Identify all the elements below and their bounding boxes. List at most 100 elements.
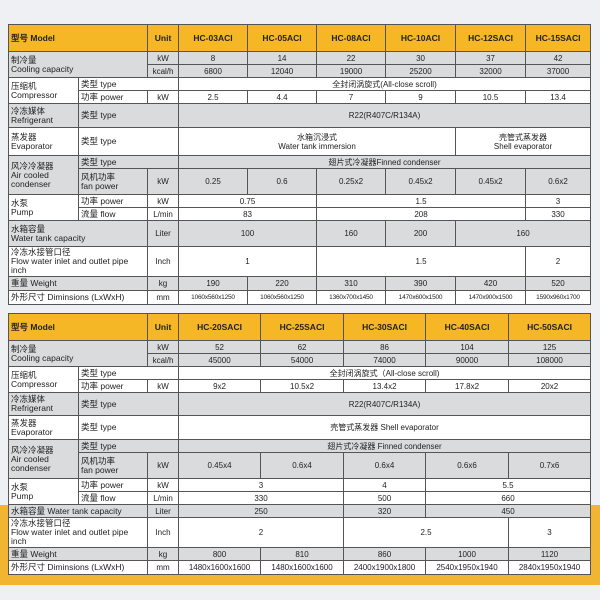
table-cell: 0.75 [178, 194, 318, 208]
table-cell: 1060x560x1250 [247, 290, 318, 305]
row-label: 类型 type [77, 103, 180, 128]
table-cell: 20x2 [508, 379, 592, 393]
table-cell: 2540x1950x1940 [425, 560, 510, 575]
row-label: 流量 flow [77, 491, 149, 505]
row-label: 风冷冷凝器 Air cooled condenser [8, 155, 79, 195]
table-cell: Liter [147, 220, 180, 247]
spec-table-1: 型号 Model Unit HC-03ACI HC-05ACI HC-08ACI HC-1… [7, 24, 592, 305]
table-cell: kg [147, 547, 180, 561]
table-cell: kcal/h [147, 353, 180, 367]
table-cell: kW [147, 452, 180, 479]
table-row: 功率 power kW 9x2 10.5x2 13.4x2 17.8x2 20x2 [9, 379, 592, 393]
table-cell: 水箱沉浸式 Water tank immersion [178, 127, 457, 156]
column-header: HC-25SACI [260, 313, 345, 341]
row-label: 外形尺寸 Diminsions (LxWxH) [7, 290, 149, 305]
table-cell: L/min [147, 491, 180, 505]
table-cell: mm [147, 560, 180, 575]
table-row: 冷冻水接管口径 Flow water inlet and outlet pipe… [7, 246, 592, 277]
row-label: 外形尺寸 Diminsions (LxWxH) [7, 560, 149, 575]
table-cell: 1470x900x1500 [455, 290, 527, 305]
table-cell: 37 [455, 51, 527, 65]
table-cell: 壳管式蒸发器 Shell evaporator [455, 127, 592, 156]
table-row: 蒸发器 Evaporator 类型 type 壳管式蒸发器 Shell evapor… [8, 415, 592, 440]
table-cell: 4.4 [247, 90, 318, 104]
row-label: 类型 type [77, 392, 180, 416]
table-cell: 160 [316, 220, 387, 247]
table-cell: Inch [147, 517, 180, 548]
table-row: 压缩机 Compressor 类型 type 全封闭涡旋式（All-close sc… [8, 366, 592, 393]
row-label: 蒸发器 Evaporator [8, 415, 79, 440]
table-row: 风机功率 fan power kW 0.25 0.6 0.25x2 0.45x2 0.45x… [9, 168, 592, 195]
row-label: 压缩机 Compressor [8, 77, 79, 104]
table-cell: 1360x700x1450 [316, 290, 387, 305]
table-cell: 660 [425, 491, 592, 505]
table-cell: 500 [343, 491, 427, 505]
row-label: 类型 type [77, 77, 180, 91]
table-cell: 2 [178, 517, 345, 548]
table-cell: 450 [425, 504, 592, 518]
column-header: HC-05ACI [247, 24, 318, 52]
row-label: 制冷量 Cooling capacity [7, 340, 149, 367]
table-cell: 390 [385, 276, 457, 291]
table-cell: 420 [455, 276, 527, 291]
table-cell: 9 [385, 90, 457, 104]
table-cell: 250 [178, 504, 345, 518]
table-cell: kcal/h [147, 64, 180, 78]
row-label: 冷冻水接管口径 Flow water inlet and outlet pipe… [7, 517, 149, 548]
table-cell: 42 [525, 51, 592, 65]
table-cell: 1590x960x1700 [525, 290, 592, 305]
column-header: HC-15SACI [525, 24, 592, 52]
table-cell: 0.6x6 [425, 452, 510, 479]
table-row: 冷冻媒体 Refrigerant 类型 type R22(R407C/R134A) [8, 392, 592, 416]
table-cell: kW [147, 194, 180, 208]
table-row: 水泵 Pump 功率 power kW 0.75 1.5 3 [8, 194, 592, 221]
table-cell: 8 [178, 51, 249, 65]
table-cell: 0.6 [247, 168, 318, 195]
spec-table-2: 型号 Model Unit HC-20SACI HC-25SACI HC-30SACI H… [7, 313, 592, 575]
table-cell: 0.6x4 [260, 452, 345, 479]
column-header: HC-50SACI [508, 313, 592, 341]
row-label: 类型 type [77, 439, 180, 453]
table-cell: 208 [316, 207, 527, 221]
table-cell: 13.4x2 [343, 379, 427, 393]
table-header-row: 型号 Model Unit HC-03ACI HC-05ACI HC-08ACI HC-1… [7, 24, 592, 52]
table-row: 外形尺寸 Diminsions (LxWxH) mm 1480x1600x1600 1… [7, 560, 592, 575]
table-cell: 54000 [260, 353, 345, 367]
row-label: 类型 type [77, 366, 180, 380]
row-label: 水泵 Pump [8, 194, 79, 221]
table-cell: 90000 [425, 353, 510, 367]
table-row: 压缩机 Compressor 类型 type 全封闭涡旋式(All-close sc… [8, 77, 592, 104]
table-cell: 全封闭涡旋式(All-close scroll) [178, 77, 592, 91]
table-cell: 0.6x2 [525, 168, 592, 195]
table-cell: 4 [343, 478, 427, 492]
table-cell: kW [147, 379, 180, 393]
table-cell: kW [147, 51, 180, 65]
table-cell: 12040 [247, 64, 318, 78]
column-header: HC-20SACI [178, 313, 262, 341]
table-cell: 壳管式蒸发器 Shell evaporator [178, 415, 592, 440]
table-cell: 1000 [425, 547, 510, 561]
table-cell: 2400x1900x1800 [343, 560, 427, 575]
row-label: 流量 flow [77, 207, 149, 221]
table-cell: 9x2 [178, 379, 262, 393]
table-cell: mm [147, 290, 180, 305]
table-cell: 7 [316, 90, 387, 104]
column-header: HC-30SACI [343, 313, 427, 341]
table-cell: 62 [260, 340, 345, 354]
table-cell: 1480x1600x1600 [178, 560, 262, 575]
row-label: 水箱容量 Water tank capacity [7, 504, 149, 518]
table-cell: 86 [343, 340, 427, 354]
table-cell: kW [147, 340, 180, 354]
table-cell: 翅片式冷凝器Finned condenser [178, 155, 592, 169]
row-label: 制冷量 Cooling capacity [7, 51, 149, 78]
row-label: 水箱容量 Water tank capacity [7, 220, 149, 247]
table-cell: 108000 [508, 353, 592, 367]
row-label: 功率 power [77, 90, 149, 104]
table-row: 制冷量 Cooling capacity kW 52 62 86 104 125 [7, 340, 592, 367]
table-cell: kg [147, 276, 180, 291]
table-row: kcal/h 6800 12040 19000 25200 32000 37000 [9, 64, 592, 78]
table-cell: 220 [247, 276, 318, 291]
table-row: 制冷量 Cooling capacity kW 8 14 22 30 37 42 [7, 51, 592, 78]
table-row: 流量 flow L/min 83 208 330 [9, 207, 592, 221]
row-label: 功率 power [77, 478, 149, 492]
